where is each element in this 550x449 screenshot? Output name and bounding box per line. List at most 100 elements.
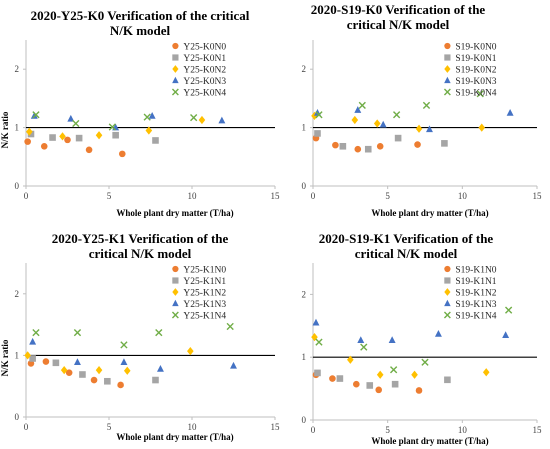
x-tick-label: 0: [24, 191, 29, 201]
panel-title: 2020-Y25-K0 Verification of the critical: [31, 8, 250, 23]
data-point: [434, 330, 442, 337]
data-point: [198, 115, 206, 125]
data-point: [59, 132, 66, 141]
data-point: [40, 142, 48, 150]
y-tick-label: 2: [302, 64, 307, 74]
y-tick-label: 2: [15, 289, 20, 299]
x-tick-label: 5: [107, 191, 112, 201]
panel-y25-k1: 2020-Y25-K1 Verification of the critical…: [0, 231, 280, 442]
data-point: [24, 138, 31, 145]
legend-label: Y25-K0N3: [183, 77, 226, 87]
y-tick-label: 2: [15, 64, 20, 74]
panel-title: 2020-S19-K0 Verification of the: [311, 2, 486, 17]
data-point: [85, 146, 93, 154]
legend-marker: [443, 311, 451, 319]
data-point: [388, 336, 396, 344]
data-point: [230, 361, 237, 369]
legend-label: S19-K1N1: [455, 277, 496, 287]
data-point: [73, 358, 81, 365]
data-point: [145, 126, 153, 135]
legend-label: Y25-K0N2: [183, 65, 226, 75]
x-tick-label: 15: [271, 422, 281, 432]
legend-marker: [172, 65, 179, 73]
data-point: [118, 150, 126, 158]
data-point: [123, 366, 131, 375]
data-point: [315, 111, 323, 119]
data-point: [414, 141, 421, 148]
data-point: [358, 101, 366, 110]
data-point: [504, 306, 513, 314]
data-point: [120, 358, 128, 365]
y-axis-label: N/K ratio: [0, 111, 10, 148]
legend-marker: [172, 54, 179, 61]
x-tick-label: 10: [188, 422, 198, 432]
legend-label: Y25-K0N0: [183, 42, 226, 52]
data-point: [391, 380, 399, 388]
panel-s19-k0: 2020-S19-K0 Verification of the critical…: [302, 2, 543, 218]
data-point: [60, 366, 68, 375]
data-point: [478, 123, 486, 132]
data-point: [421, 358, 429, 366]
y-tick-label: 1: [302, 123, 307, 133]
data-point: [155, 328, 163, 337]
legend-marker: [444, 288, 451, 296]
panel-title: critical N/K model: [355, 246, 458, 261]
data-point: [152, 376, 159, 384]
x-tick-label: 5: [107, 422, 112, 432]
data-point: [376, 142, 384, 150]
legend-label: Y25-K0N4: [183, 88, 226, 98]
data-point: [79, 371, 86, 378]
legend-marker: [172, 277, 179, 284]
data-point: [314, 130, 321, 137]
legend-label: Y25-K1N1: [183, 277, 226, 287]
data-point: [392, 111, 401, 119]
data-point: [339, 142, 347, 150]
data-point: [143, 113, 151, 121]
y-tick-label: 0: [15, 412, 20, 422]
legend-label: S19-K0N3: [455, 77, 496, 87]
panel-title: 2020-Y25-K1 Verification of the: [52, 231, 229, 246]
data-point: [502, 331, 510, 339]
legend-label: S19-K0N1: [455, 54, 496, 64]
data-point: [75, 134, 83, 142]
data-point: [65, 369, 73, 376]
data-point: [441, 140, 448, 147]
data-point: [347, 355, 354, 364]
legend-marker: [444, 265, 451, 273]
data-point: [354, 106, 362, 113]
data-point: [95, 131, 103, 140]
data-point: [64, 136, 71, 144]
data-point: [379, 120, 387, 128]
data-point: [120, 341, 128, 349]
legend-marker: [172, 299, 179, 307]
legend-label: S19-K0N2: [455, 65, 496, 75]
legend-label: S19-K1N3: [455, 300, 496, 310]
legend-marker: [444, 76, 451, 84]
y-axis-label: N/K ratio: [0, 339, 10, 376]
x-axis-label: Whole plant dry matter (T/ha): [371, 436, 488, 446]
data-point: [108, 123, 116, 131]
data-point: [329, 375, 336, 382]
data-point: [336, 375, 344, 382]
y-tick-label: 0: [302, 415, 307, 425]
data-point: [422, 101, 431, 110]
data-point: [375, 386, 383, 394]
data-point: [187, 346, 194, 356]
panel-title: critical N/K model: [89, 246, 192, 261]
data-point: [29, 337, 37, 345]
data-point: [444, 376, 451, 384]
x-tick-label: 15: [533, 191, 543, 201]
data-point: [190, 114, 198, 122]
legend-label: Y25-K1N4: [183, 311, 226, 321]
panel-title: critical N/K model: [347, 17, 450, 32]
legend-label: Y25-K1N3: [183, 300, 226, 310]
data-point: [30, 111, 38, 119]
y-tick-label: 0: [15, 181, 20, 191]
x-tick-label: 10: [458, 425, 468, 435]
data-point: [95, 366, 103, 375]
legend-label: Y25-K1N0: [183, 265, 226, 275]
data-point: [24, 351, 31, 360]
data-point: [360, 343, 368, 351]
